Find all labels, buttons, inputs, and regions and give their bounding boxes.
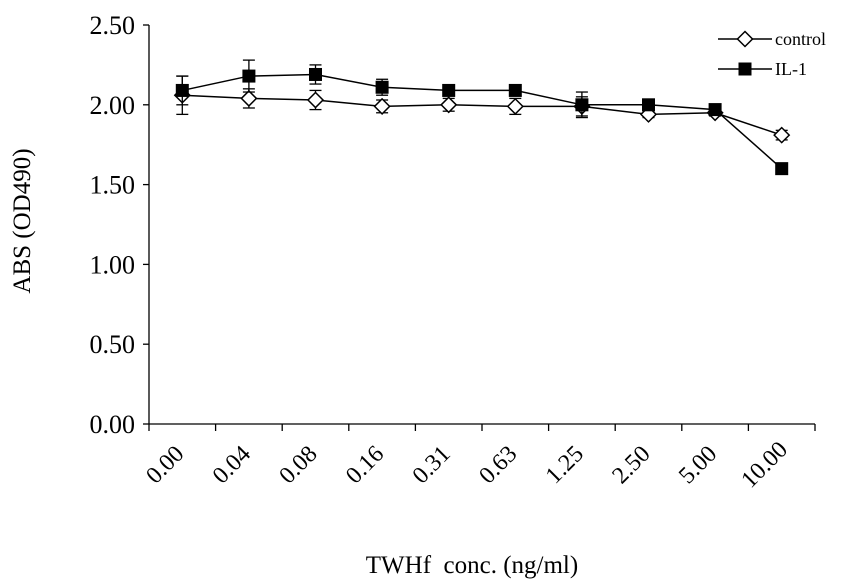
- legend-label: IL-1: [775, 59, 807, 79]
- data-point-square: [508, 83, 522, 97]
- x-tick-label: 5.00: [674, 441, 722, 489]
- data-point-square: [775, 162, 789, 176]
- y-tick-label: 0.00: [90, 410, 136, 439]
- data-point-diamond: [506, 97, 524, 115]
- legend-marker-diamond: [736, 30, 754, 48]
- x-tick-label: 0.31: [408, 441, 456, 489]
- data-point-square: [309, 67, 322, 81]
- legend-marker-square: [738, 62, 752, 76]
- data-point-square: [575, 98, 589, 112]
- x-tick-label: 2.50: [608, 441, 656, 489]
- y-tick-label: 2.00: [90, 91, 136, 120]
- legend-label: control: [775, 29, 826, 49]
- axes: 0.00 0.50 1.00 1.50 2.00 2.50 0.00 0.04 0.08 0.16…: [90, 11, 816, 493]
- data-point-square: [375, 80, 389, 94]
- y-tick-label: 2.50: [90, 11, 136, 40]
- series-line: [182, 94, 782, 136]
- legend: control IL-1: [718, 29, 826, 79]
- data-point-diamond: [773, 126, 791, 144]
- series-control: [173, 75, 791, 144]
- x-tick-label: 10.00: [736, 437, 793, 494]
- x-axis-title: TWHf conc. (ng/ml): [366, 552, 578, 579]
- x-tick-label: 0.08: [275, 441, 323, 489]
- x-tick-label: 0.04: [208, 441, 256, 489]
- y-tick-label: 1.00: [90, 250, 136, 279]
- data-point-square: [242, 69, 256, 83]
- y-tick-label: 0.50: [90, 330, 136, 359]
- data-point-square: [442, 83, 456, 97]
- x-tick-label: 0.00: [141, 441, 189, 489]
- data-point-diamond: [306, 91, 325, 109]
- legend-item: control: [718, 29, 826, 49]
- series-il-1: [175, 59, 789, 176]
- y-tick-label: 1.50: [90, 171, 136, 200]
- data-point-square: [708, 103, 722, 117]
- data-point-diamond: [440, 96, 458, 114]
- x-tick-label: 0.63: [474, 441, 522, 489]
- x-tick-label: 1.25: [541, 441, 589, 489]
- series-line: [182, 73, 783, 170]
- series-layer: [173, 59, 791, 176]
- y-axis-title: ABS (OD490): [9, 148, 36, 293]
- data-point-diamond: [240, 89, 258, 107]
- data-point-diamond: [373, 97, 391, 115]
- legend-item: IL-1: [718, 59, 807, 79]
- data-point-square: [175, 83, 189, 97]
- x-tick-label: 0.16: [341, 441, 389, 489]
- data-point-square: [642, 98, 655, 112]
